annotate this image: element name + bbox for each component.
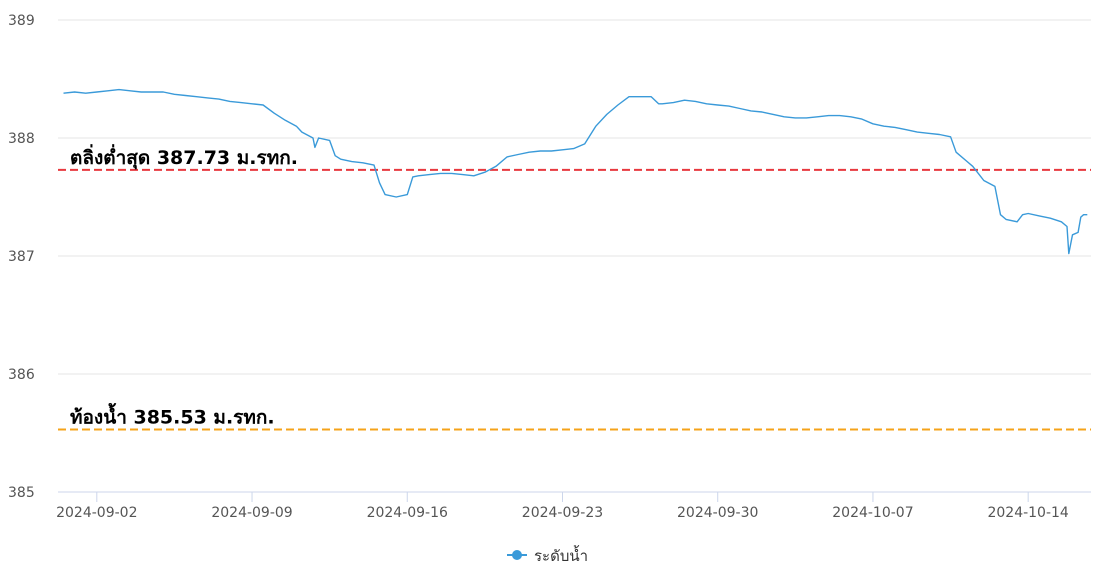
reference-line-label: ท้องน้ำ 385.53 ม.รทก. <box>70 402 275 428</box>
x-axis <box>58 491 1091 502</box>
series-line-water-level <box>63 88 1088 255</box>
x-axis-tick-labels: 2024-09-02 2024-09-09 2024-09-16 2024-09-23… <box>56 505 1069 521</box>
x-tick-label: 2024-10-07 <box>832 505 913 521</box>
y-tick-label: 388 <box>8 131 35 147</box>
y-axis-tick-labels: 385 386 387 388 389 <box>8 13 35 501</box>
reference-lines: ตลิ่งต่ำสุด 387.73 ม.รทก. ท้องน้ำ 385.53 … <box>58 144 1091 431</box>
reference-line-label: ตลิ่งต่ำสุด 387.73 ม.รทก. <box>70 144 298 170</box>
legend-marker-icon <box>512 550 522 560</box>
y-tick-label: 386 <box>8 367 35 383</box>
x-tick-label: 2024-09-02 <box>56 505 137 521</box>
x-tick-label: 2024-09-16 <box>367 505 448 521</box>
x-tick-label: 2024-10-14 <box>987 505 1068 521</box>
y-tick-label: 385 <box>8 485 35 501</box>
y-tick-label: 389 <box>8 13 35 29</box>
series-group <box>63 88 1088 255</box>
gridlines <box>58 19 1091 375</box>
legend[interactable]: ระดับน้ำ <box>507 545 588 565</box>
y-tick-label: 387 <box>8 249 35 265</box>
legend-label[interactable]: ระดับน้ำ <box>534 545 588 565</box>
x-tick-label: 2024-09-09 <box>211 505 292 521</box>
x-tick-label: 2024-09-30 <box>677 505 758 521</box>
x-tick-label: 2024-09-23 <box>522 505 603 521</box>
